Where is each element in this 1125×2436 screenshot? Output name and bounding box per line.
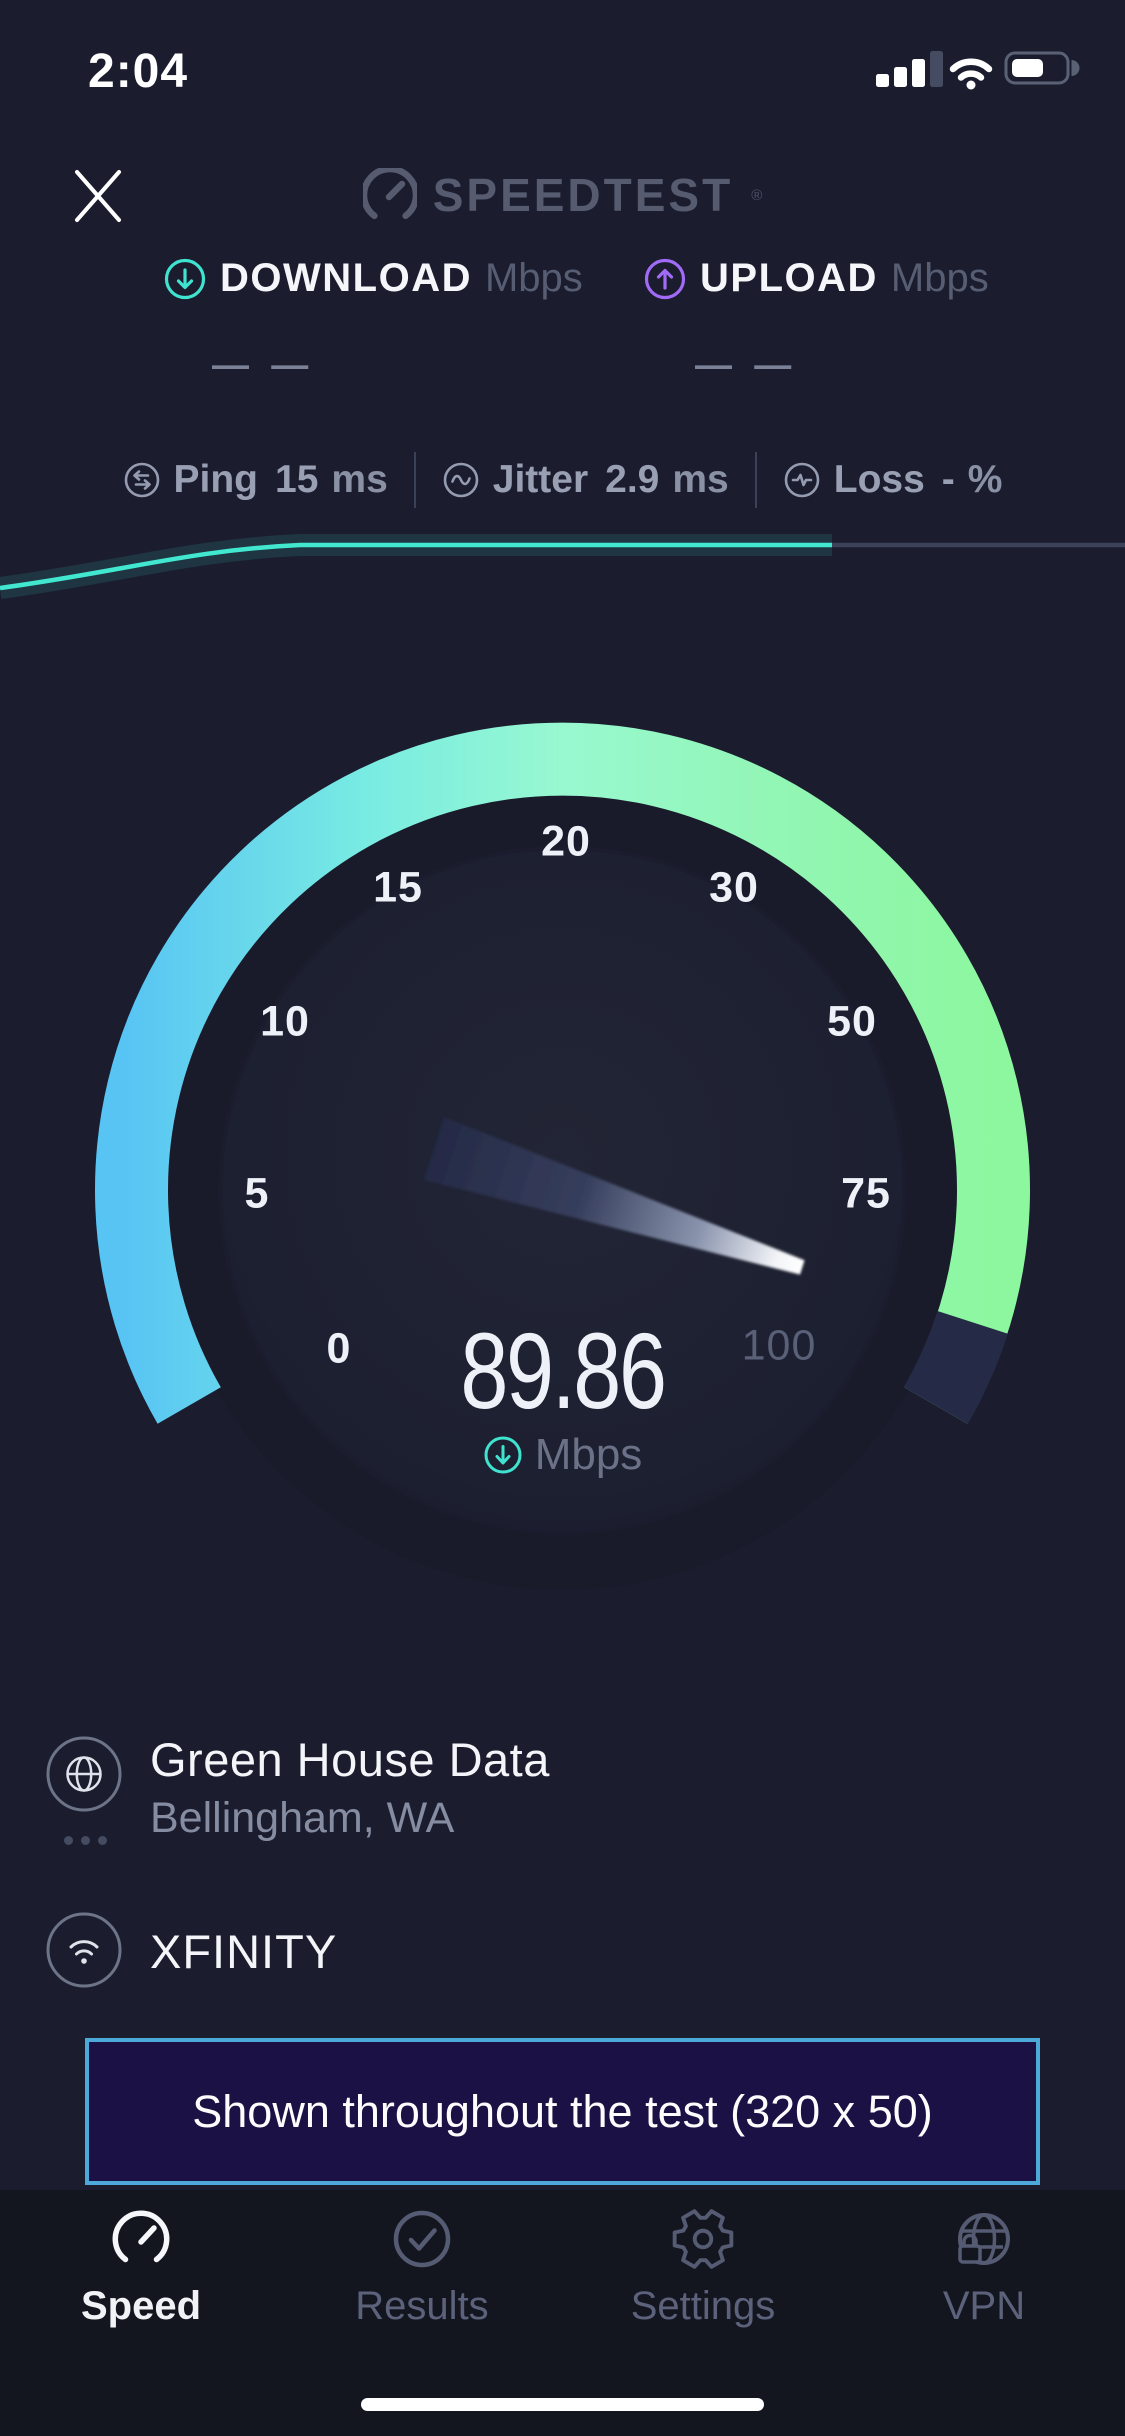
gauge-tick: 15 [373, 863, 423, 912]
gauge-inner-shadow-ring [162, 790, 963, 1590]
ping-stat: Ping 15 ms [123, 458, 388, 502]
gauge-tick: 10 [260, 997, 310, 1046]
cellular-signal-icon [876, 51, 943, 87]
ping-icon [124, 462, 159, 498]
server-row[interactable] [46, 1736, 122, 1812]
download-circle-icon [484, 1436, 522, 1474]
jitter-label: Jitter [492, 458, 589, 501]
server-name: Green House Data [150, 1733, 550, 1786]
ping-value: 15 [275, 458, 319, 501]
download-unit: Mbps [484, 256, 583, 300]
upload-label: UPLOAD [700, 256, 878, 300]
jitter-stat: Jitter 2.9 ms [442, 458, 729, 502]
divider [754, 452, 757, 508]
gauge-tick: 20 [541, 817, 591, 866]
server-location: Bellingham, WA [150, 1794, 455, 1842]
ad-banner[interactable]: Shown throughout the test (320 x 50) [85, 2038, 1040, 2185]
download-header: DOWNLOAD Mbps [163, 256, 583, 301]
tab-vpn-label: VPN [942, 2284, 1026, 2328]
speed-sparkline [0, 534, 1125, 599]
gauge-tick: 75 [841, 1169, 891, 1218]
speed-gauge-icon [112, 2210, 170, 2263]
download-label: DOWNLOAD [220, 256, 472, 300]
gauge-tick: 0 [326, 1324, 352, 1373]
packet-loss-icon [784, 462, 820, 498]
gauge-progress-arc [95, 722, 1030, 1424]
gauge-remainder-arc [903, 1310, 1008, 1424]
tab-settings[interactable]: Settings [583, 2206, 823, 2329]
upload-header: UPLOAD Mbps [643, 256, 989, 301]
speed-gauge [95, 722, 1030, 1590]
tab-vpn[interactable]: VPN [864, 2206, 1104, 2329]
tab-speed-label: Speed [80, 2284, 202, 2328]
loss-stat: Loss - % [783, 458, 1003, 502]
tab-results[interactable]: Results [302, 2206, 542, 2329]
status-bar-icons [876, 48, 1086, 90]
current-speed-value: 89.86 [460, 1310, 667, 1431]
close-icon [75, 170, 121, 222]
ad-banner-text: Shown throughout the test (320 x 50) [192, 2085, 933, 2137]
latency-row: Ping 15 ms Jitter 2.9 ms Loss - % [0, 452, 1125, 508]
battery-icon [1004, 51, 1080, 85]
jitter-unit: ms [672, 458, 729, 501]
logo-text: SPEEDTEST [432, 169, 734, 221]
current-speed-unit-row: Mbps [0, 1430, 1125, 1480]
upload-unit: Mbps [890, 256, 989, 300]
gauge-tick: 50 [827, 997, 877, 1046]
settings-gear-icon [672, 2209, 734, 2269]
download-circle-icon [164, 258, 206, 299]
upload-circle-icon [644, 258, 686, 299]
gauge-tick-max: 100 [741, 1321, 817, 1370]
download-value-placeholder: — — [212, 344, 315, 385]
loss-label: Loss [833, 458, 925, 501]
divider [413, 452, 416, 508]
jitter-icon [443, 462, 479, 498]
tab-bar: Speed Results Settings [0, 2190, 1125, 2436]
wifi-icon [949, 58, 993, 90]
home-indicator[interactable] [361, 2398, 764, 2411]
jitter-value: 2.9 [605, 458, 660, 501]
speedtest-gauge-logo-icon [362, 168, 417, 220]
status-bar-time: 2:04 [88, 45, 189, 98]
tab-speed[interactable]: Speed [21, 2206, 261, 2329]
logo-trademark: ® [751, 186, 763, 204]
close-button[interactable] [70, 168, 126, 224]
server-options-dots[interactable] [64, 1836, 107, 1845]
loss-value: - [941, 458, 955, 501]
isp-row [46, 1912, 122, 1988]
upload-value-placeholder: — — [695, 344, 798, 385]
ping-label: Ping [173, 458, 259, 501]
wifi-connection-icon [46, 1912, 122, 1988]
gauge-tick: 30 [709, 863, 759, 912]
current-speed-unit: Mbps [534, 1430, 643, 1479]
globe-icon [46, 1736, 122, 1812]
gauge-needle [423, 1117, 805, 1275]
ping-unit: ms [331, 458, 388, 501]
isp-name: XFINITY [150, 1925, 338, 1978]
results-check-icon [393, 2210, 451, 2268]
tab-results-label: Results [355, 2284, 489, 2328]
tab-settings-label: Settings [630, 2284, 776, 2328]
speedtest-logo: SPEEDTEST ® [0, 168, 1125, 222]
loss-unit: % [967, 458, 1003, 501]
vpn-globe-lock-icon [958, 2213, 1010, 2265]
gauge-tick: 5 [244, 1169, 270, 1218]
